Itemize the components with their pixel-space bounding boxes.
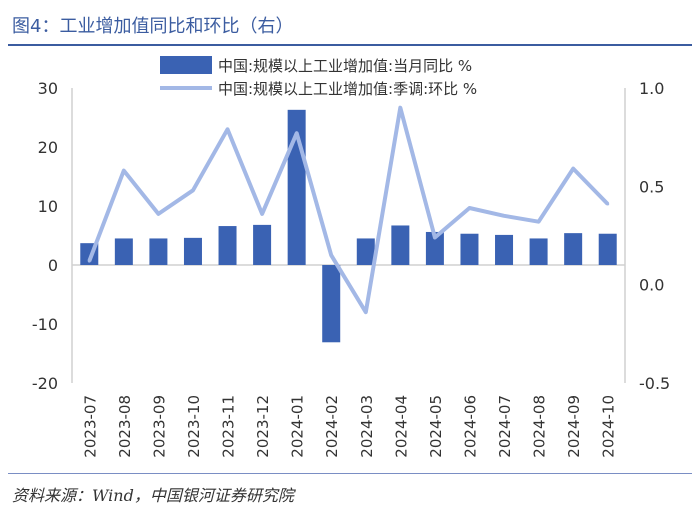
x-tick-label: 2024-02: [323, 395, 341, 458]
line-point: [329, 253, 333, 257]
bar-series: [80, 109, 617, 343]
line-point: [398, 106, 402, 110]
line-point: [606, 202, 610, 206]
line-point: [156, 212, 160, 216]
legend: 中国:规模以上工业增加值:当月同比 % 中国:规模以上工业增加值:季调:环比 %: [160, 56, 477, 98]
x-tick-label: 2023-12: [254, 395, 272, 458]
x-tick-label: 2023-10: [185, 395, 203, 458]
title-divider: [8, 44, 692, 46]
right-tick-label: -0.5: [639, 374, 670, 393]
x-tick-label: 2024-08: [531, 395, 549, 458]
footer-divider: [8, 473, 692, 474]
x-tick-label: 2023-09: [150, 395, 168, 458]
left-tick-label: 20: [38, 138, 58, 157]
line-series: [87, 105, 610, 315]
x-tick-label: 2024-04: [392, 395, 410, 458]
line-point: [467, 206, 471, 210]
x-tick-label: 2024-06: [461, 395, 479, 458]
line-point: [191, 188, 195, 192]
line-point: [122, 169, 126, 173]
chart-title: 图4：工业增加值同比和环比（右）: [12, 16, 294, 37]
line-point: [226, 127, 230, 131]
legend-bar-label: 中国:规模以上工业增加值:当月同比 %: [218, 57, 472, 75]
bar: [183, 237, 202, 265]
line-point: [87, 259, 91, 263]
left-tick-label: 10: [38, 197, 58, 216]
bar: [322, 265, 341, 343]
bar: [495, 234, 514, 265]
line-point: [260, 212, 264, 216]
bar: [218, 226, 237, 265]
x-tick-label: 2024-01: [289, 395, 307, 458]
line-point: [502, 214, 506, 218]
line-point: [295, 131, 299, 135]
bar: [356, 238, 375, 265]
legend-line-label: 中国:规模以上工业增加值:季调:环比 %: [218, 80, 477, 98]
bar: [460, 233, 479, 265]
left-tick-label: -10: [32, 315, 58, 334]
bar: [529, 238, 548, 265]
line-point: [364, 310, 368, 314]
x-tick-label: 2023-07: [81, 395, 99, 458]
x-tick-label: 2023-08: [116, 395, 134, 458]
line-point: [537, 220, 541, 224]
bar: [114, 238, 133, 265]
bar: [391, 225, 410, 265]
left-tick-label: -20: [32, 374, 58, 393]
right-tick-label: 0.0: [639, 276, 664, 295]
x-axis-labels: 2023-07 2023-08 2023-09 2023-10 2023-11 2023-…: [81, 395, 617, 458]
right-tick-label: 1.0: [639, 79, 664, 98]
line-point: [571, 167, 575, 171]
right-tick-label: 0.5: [639, 177, 664, 196]
left-tick-label: 30: [38, 79, 58, 98]
bar: [149, 238, 168, 265]
x-tick-label: 2024-09: [565, 395, 583, 458]
x-tick-label: 2024-05: [427, 395, 445, 458]
combo-chart: 中国:规模以上工业增加值:当月同比 %中国:规模以上工业增加值:季调:环比 % …: [32, 56, 670, 458]
bar: [564, 233, 583, 265]
bar: [253, 224, 272, 265]
x-tick-label: 2023-11: [220, 395, 238, 458]
x-tick-label: 2024-03: [358, 395, 376, 458]
bar: [425, 231, 444, 265]
x-tick-label: 2024-07: [496, 395, 514, 458]
bar: [598, 233, 617, 265]
line-point: [433, 235, 437, 239]
x-tick-label: 2024-10: [600, 395, 618, 458]
source-note: 资料来源：Wind，中国银河证券研究院: [12, 486, 294, 505]
line-path: [87, 105, 610, 315]
left-tick-label: 0: [48, 256, 58, 275]
legend-bar-swatch: [160, 56, 212, 74]
